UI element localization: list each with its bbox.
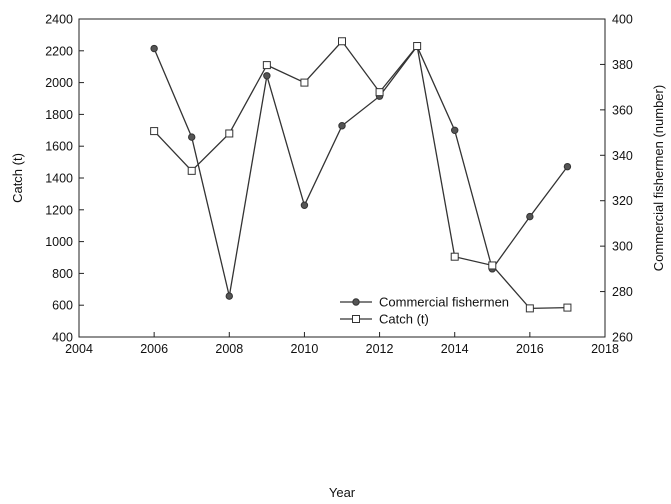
data-point-catch — [188, 167, 195, 174]
data-point-fishermen — [189, 134, 195, 140]
x-tick-label: 2008 — [215, 342, 243, 356]
left-y-tick-label: 1400 — [45, 172, 73, 186]
left-y-tick-label: 800 — [52, 267, 73, 281]
left-y-tick-label: 1200 — [45, 203, 73, 217]
left-y-axis: 400 600 800 1000 1200 1400 1600 1800 2000 2200 240… — [45, 13, 84, 345]
right-y-tick-label: 300 — [612, 240, 633, 254]
data-point-catch — [489, 262, 496, 269]
x-axis-title: Year — [329, 485, 356, 500]
data-point-catch — [263, 62, 270, 69]
data-point-catch — [451, 253, 458, 260]
data-point-catch — [414, 43, 421, 50]
left-y-tick-label: 1000 — [45, 235, 73, 249]
left-y-tick-label: 600 — [52, 299, 73, 313]
data-point-catch — [301, 79, 308, 86]
legend: Commercial fishermen Catch (t) — [340, 295, 509, 327]
data-point-catch — [226, 130, 233, 137]
left-y-tick-label: 1600 — [45, 140, 73, 154]
x-tick-label: 2010 — [291, 342, 319, 356]
data-point-fishermen — [151, 45, 157, 51]
series-layer — [151, 38, 571, 312]
left-y-tick-label: 1800 — [45, 108, 73, 122]
right-y-tick-label: 260 — [612, 331, 633, 345]
left-y-tick-label: 2000 — [45, 76, 73, 90]
left-y-tick-label: 400 — [52, 331, 73, 345]
legend-marker-catch — [353, 316, 360, 323]
data-point-fishermen — [264, 73, 270, 79]
right-y-tick-label: 360 — [612, 103, 633, 117]
data-point-fishermen — [339, 123, 345, 129]
x-tick-label: 2006 — [140, 342, 168, 356]
data-point-catch — [339, 38, 346, 45]
right-y-tick-label: 400 — [612, 13, 633, 27]
legend-label-fishermen: Commercial fishermen — [379, 295, 509, 310]
x-tick-label: 2016 — [516, 342, 544, 356]
x-axis: 2004 2006 2008 2010 2012 2014 2016 2018 — [65, 332, 619, 356]
right-y-tick-label: 380 — [612, 58, 633, 72]
right-y-tick-label: 280 — [612, 285, 633, 299]
data-point-catch — [564, 304, 571, 311]
series-line-catch — [154, 41, 567, 308]
legend-label-catch: Catch (t) — [379, 312, 429, 327]
data-point-fishermen — [527, 213, 533, 219]
right-y-tick-label: 320 — [612, 194, 633, 208]
left-y-tick-label: 2200 — [45, 44, 73, 58]
plot-frame — [79, 19, 605, 337]
x-tick-label: 2014 — [441, 342, 469, 356]
right-y-tick-label: 340 — [612, 149, 633, 163]
series-line-fishermen — [154, 46, 567, 296]
data-point-catch — [151, 128, 158, 135]
data-point-fishermen — [301, 202, 307, 208]
x-tick-label: 2012 — [366, 342, 394, 356]
data-point-fishermen — [452, 127, 458, 133]
data-point-fishermen — [226, 293, 232, 299]
legend-marker-fishermen — [353, 299, 359, 305]
data-point-catch — [376, 89, 383, 96]
data-point-catch — [526, 305, 533, 312]
left-y-tick-label: 2400 — [45, 13, 73, 27]
data-point-fishermen — [564, 163, 570, 169]
left-y-axis-title: Catch (t) — [10, 153, 25, 203]
right-y-axis-title: Commercial fishermen (number) — [651, 85, 666, 271]
